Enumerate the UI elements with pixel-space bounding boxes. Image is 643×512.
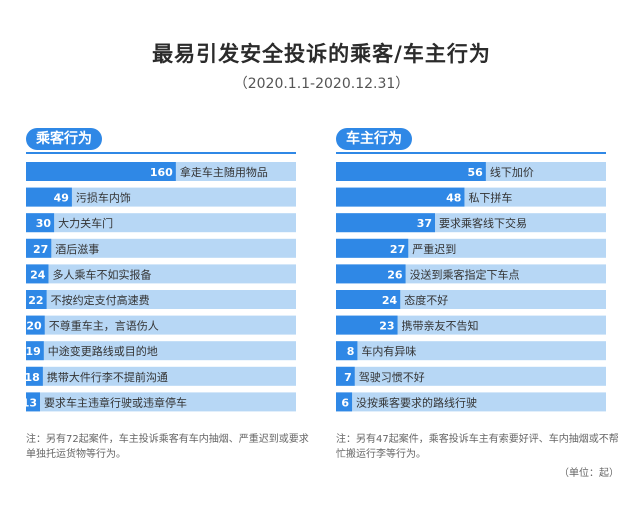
passenger-category-label: 不尊重车主，言语伤人	[49, 319, 159, 333]
passenger-bar	[26, 315, 45, 335]
driver-bar	[336, 264, 406, 284]
driver-bar	[336, 290, 401, 309]
driver-bar-track	[336, 341, 606, 361]
unit-label: （单位：起）	[559, 468, 619, 479]
driver-value-label: 7	[344, 371, 352, 384]
driver-bar-track	[336, 315, 606, 335]
passenger-category-label: 大力关车门	[58, 216, 113, 230]
passenger-bar-track	[26, 366, 296, 386]
driver-category-label: 私下拼车	[468, 191, 512, 205]
driver-bar-track	[336, 290, 606, 309]
passenger-bar-track	[26, 290, 296, 309]
driver-bar	[336, 366, 355, 386]
passenger-bar-track	[26, 315, 296, 335]
passenger-bar	[26, 341, 44, 361]
passenger-value-label: 27	[33, 243, 48, 256]
driver-panel-title: 车主行为	[336, 128, 412, 150]
passenger-panel-divider	[26, 152, 296, 154]
driver-category-label: 严重迟到	[412, 242, 456, 256]
passenger-category-label: 携带大件行李不提前沟通	[47, 370, 168, 384]
driver-value-label: 27	[390, 243, 405, 256]
chart-subtitle: （2020.1.1-2020.12.31）	[233, 76, 410, 92]
driver-category-label: 要求乘客线下交易	[439, 216, 527, 230]
passenger-value-label: 13	[22, 396, 37, 409]
passenger-value-label: 30	[36, 217, 52, 230]
driver-value-label: 24	[382, 294, 398, 307]
passenger-note: 注：另有72起案件，车主投诉乘客有车内抽烟、严重迟到或要求单独托运货物等行为。	[26, 434, 309, 460]
driver-category-label: 驾驶习惯不好	[359, 370, 425, 384]
driver-value-label: 8	[347, 345, 355, 358]
driver-category-label: 车内有异味	[361, 344, 416, 358]
passenger-bar-track	[26, 392, 296, 412]
driver-bar	[336, 392, 353, 412]
passenger-bar	[26, 238, 52, 258]
passenger-bar	[26, 264, 49, 284]
driver-category-label: 态度不好	[404, 293, 448, 307]
driver-bar-track	[336, 392, 606, 412]
passenger-value-label: 20	[26, 320, 42, 333]
driver-value-label: 37	[417, 217, 432, 230]
passenger-bar-track	[26, 238, 296, 258]
driver-bar	[336, 162, 486, 181]
driver-bar-chart: 56 线下加价 48 私下拼车 37 要求乘客线下交易 27 严重迟到 26 没送到乘客指定下车点…	[336, 162, 606, 412]
driver-category-label: 没按乘客要求的路线行驶	[356, 395, 477, 409]
passenger-bar	[26, 290, 47, 309]
passenger-value-label: 22	[28, 294, 43, 307]
passenger-bar-track	[26, 213, 296, 233]
passenger-bar	[26, 213, 55, 233]
passenger-category-label: 多人乘车不如实报备	[52, 267, 151, 281]
driver-value-label: 56	[468, 166, 484, 179]
driver-value-label: 26	[387, 268, 403, 281]
driver-bar	[336, 213, 436, 233]
passenger-bar	[26, 392, 40, 412]
driver-panel-divider	[336, 152, 606, 154]
passenger-value-label: 49	[54, 192, 69, 205]
passenger-category-label: 酒后滋事	[55, 243, 99, 256]
passenger-bar	[26, 162, 176, 181]
passenger-category-label: 污损车内饰	[76, 191, 131, 205]
passenger-bar-chart: 160 拿走车主随用物品 49 污损车内饰 30 大力关车门 27 酒后滋事 24 多人乘车不如实…	[22, 162, 296, 412]
passenger-category-label: 要求车主违章行驶或违章停车	[44, 395, 187, 409]
chart-title: 最易引发安全投诉的乘客/车主行为	[152, 42, 491, 66]
driver-bar	[336, 315, 398, 335]
driver-value-label: 23	[379, 320, 394, 333]
driver-bar	[336, 238, 409, 258]
passenger-value-label: 24	[30, 268, 46, 281]
driver-value-label: 6	[341, 396, 349, 409]
passenger-bar	[26, 366, 43, 386]
passenger-value-label: 160	[150, 166, 173, 179]
passenger-panel-title: 乘客行为	[26, 128, 102, 150]
passenger-bar-track	[26, 264, 296, 284]
passenger-category-label: 不按约定支付高速费	[51, 293, 150, 307]
driver-category-label: 携带亲友不告知	[402, 319, 479, 333]
passenger-bar-track	[26, 187, 296, 207]
driver-bar-track	[336, 366, 606, 386]
passenger-value-label: 18	[25, 371, 40, 384]
driver-bar	[336, 341, 358, 361]
passenger-bar-track	[26, 341, 296, 361]
driver-bar	[336, 187, 465, 207]
passenger-category-label: 中途变更路线或目的地	[48, 344, 158, 358]
driver-category-label: 线下加价	[490, 165, 534, 179]
driver-note: 注：另有47起案件，乘客投诉车主有索要好评、车内抽烟或不帮忙搬运行李等行为。	[336, 434, 619, 460]
driver-category-label: 没送到乘客指定下车点	[410, 267, 520, 281]
driver-value-label: 48	[446, 192, 461, 205]
passenger-value-label: 19	[25, 345, 40, 358]
passenger-bar	[26, 187, 72, 207]
passenger-category-label: 拿走车主随用物品	[180, 165, 268, 179]
